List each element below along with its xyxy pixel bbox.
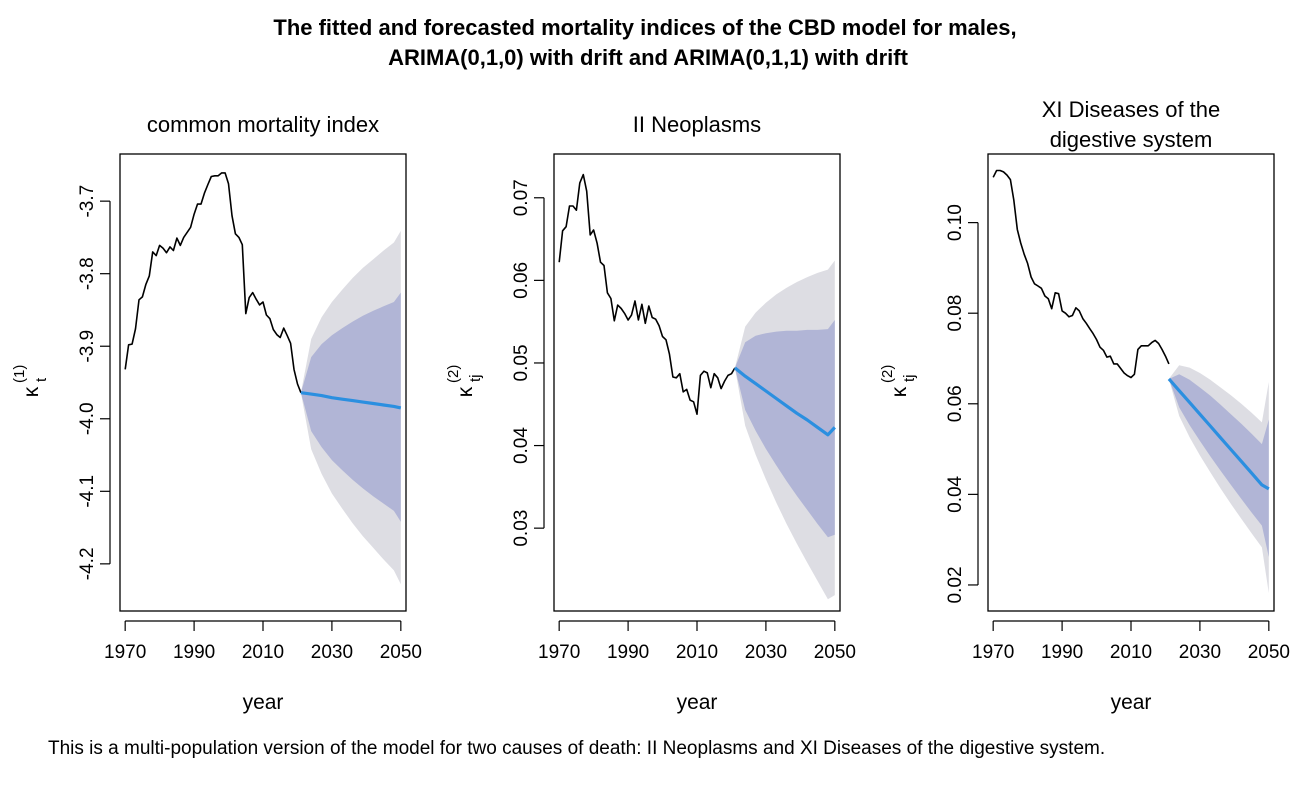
forecast-mean-line xyxy=(733,366,836,437)
x-tick-label: 2050 xyxy=(380,642,422,663)
x-tick-label: 1990 xyxy=(173,642,215,663)
y-axis-label: κ tj (2) xyxy=(879,365,918,398)
figure-caption: This is a multi-population version of th… xyxy=(48,738,1106,759)
y-tick-label: 0.06 xyxy=(945,385,966,422)
panel-digestive-diseases: 1970 1990 2010 2030 2050 0.10 0.08 0.06 0.04 0.02… xyxy=(879,97,1290,714)
fitted-series-line xyxy=(558,173,736,416)
panel-title: II Neoplasms xyxy=(633,112,761,137)
x-tick-label: 1970 xyxy=(104,642,146,663)
x-tick-label: 2030 xyxy=(745,642,787,663)
x-tick-label: 1970 xyxy=(972,642,1014,663)
y-tick-label: 0.05 xyxy=(511,344,532,381)
y-tick-label: -3.7 xyxy=(77,185,98,218)
y-tick-label: -3.9 xyxy=(77,330,98,363)
x-tick-label: 1970 xyxy=(538,642,580,663)
x-tick-label: 2050 xyxy=(814,642,856,663)
y-tick-label: -4.0 xyxy=(77,402,98,435)
y-tick-label: 0.04 xyxy=(511,427,532,464)
x-tick-label: 1990 xyxy=(1041,642,1083,663)
panel-title: XI Diseases of the xyxy=(1042,97,1221,122)
x-tick-label: 2030 xyxy=(1179,642,1221,663)
y-axis-label-symbol: κ xyxy=(454,386,477,397)
panel-title: common mortality index xyxy=(147,112,379,137)
y-axis-label: κt (1) xyxy=(11,365,50,398)
figure-subtitle: ARIMA(0,1,0) with drift and ARIMA(0,1,1)… xyxy=(388,45,909,70)
plot-frame xyxy=(119,153,407,612)
y-axis-label-symbol: κ xyxy=(20,386,43,397)
fitted-series-line xyxy=(124,172,302,393)
panel-common-mortality-index: 1970 1990 2010 2030 2050 -3.7 -3.8 -3.9 -4.0 -4.1… xyxy=(11,112,422,714)
y-tick-label: -3.8 xyxy=(77,257,98,290)
panel-title: digestive system xyxy=(1050,127,1213,152)
x-tick-label: 1990 xyxy=(607,642,649,663)
y-axis-label-superscript: (1) xyxy=(11,365,28,383)
y-tick-label: 0.07 xyxy=(511,179,532,216)
plot-frame xyxy=(553,153,841,612)
x-tick-label: 2010 xyxy=(242,642,284,663)
panel-neoplasms: 1970 1990 2010 2030 2050 0.07 0.06 0.05 0.04 0.03… xyxy=(445,112,856,714)
plot-frame xyxy=(987,153,1275,612)
y-tick-label: 0.03 xyxy=(511,510,532,547)
y-tick-label: 0.04 xyxy=(945,475,966,512)
x-axis-label: year xyxy=(677,691,718,714)
y-axis-label-superscript: (2) xyxy=(879,365,896,383)
forecast-band-80 xyxy=(300,292,401,522)
x-tick-label: 2050 xyxy=(1248,642,1290,663)
x-tick-label: 2010 xyxy=(676,642,718,663)
forecast-mean-line xyxy=(300,391,402,410)
y-axis-label-superscript: (2) xyxy=(445,365,462,383)
y-axis-label-subscript: tj xyxy=(467,375,484,383)
y-axis-label-subscript: tj xyxy=(901,375,918,383)
forecast-mean-line xyxy=(1167,377,1270,491)
y-tick-label: 0.02 xyxy=(945,566,966,603)
forecast-band-80 xyxy=(1168,374,1269,557)
y-tick-label: -4.2 xyxy=(77,547,98,580)
forecast-band-80 xyxy=(734,320,835,538)
y-tick-label: 0.06 xyxy=(511,262,532,299)
figure-title: The fitted and forecasted mortality indi… xyxy=(273,15,1016,40)
y-axis-label-subscript: t xyxy=(33,377,50,382)
y-tick-label: 0.08 xyxy=(945,295,966,332)
fitted-series-line xyxy=(992,169,1170,379)
y-axis-label-symbol: κ xyxy=(888,386,911,397)
x-tick-label: 2030 xyxy=(311,642,353,663)
y-tick-label: 0.10 xyxy=(945,204,966,241)
x-axis-label: year xyxy=(1111,691,1152,714)
y-tick-label: -4.1 xyxy=(77,475,98,508)
x-axis-label: year xyxy=(243,691,284,714)
x-tick-label: 2010 xyxy=(1110,642,1152,663)
y-axis-label: κ tj (2) xyxy=(445,365,484,398)
